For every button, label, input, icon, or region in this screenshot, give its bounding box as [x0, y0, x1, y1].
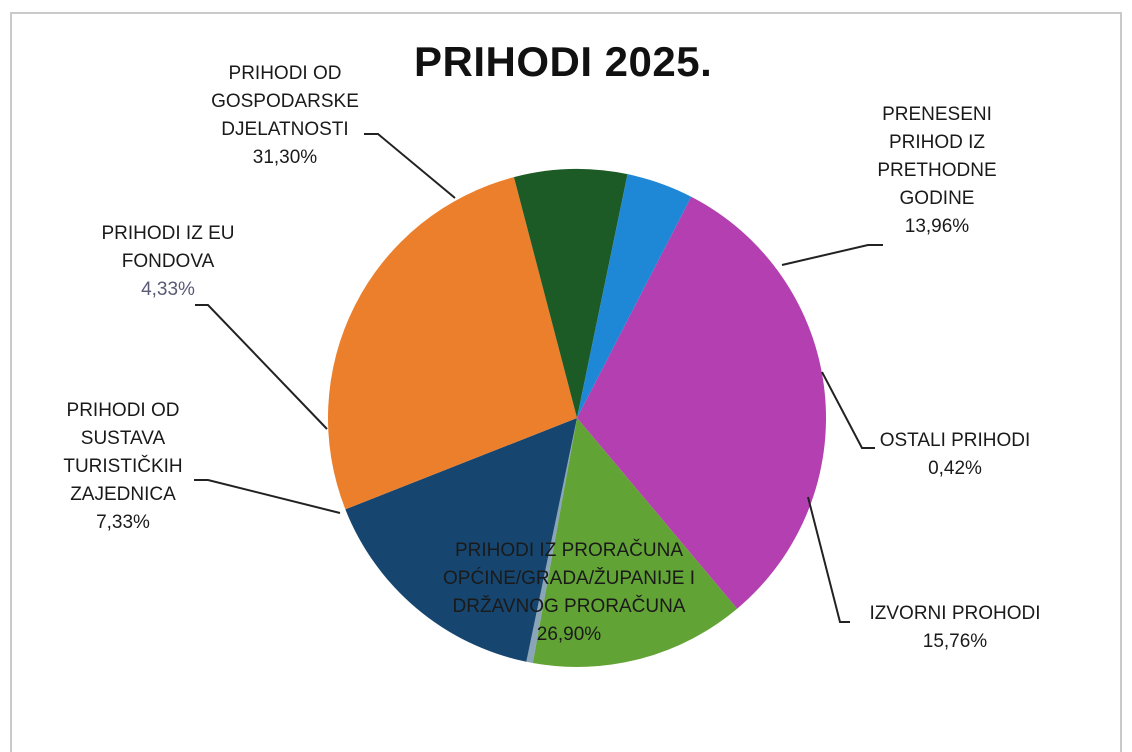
slice-label: IZVORNI PROHODI 15,76%: [795, 600, 1115, 656]
slice-name-line: PRIHODI OD: [66, 400, 180, 421]
slice-percent: 4,33%: [141, 279, 195, 300]
leader-line: [807, 496, 850, 623]
slice-name-line: PRIHODI IZ EU: [101, 223, 235, 244]
slice-name-line: ZAJEDNICA: [70, 484, 176, 505]
slice-name-line: DJELATNOSTI: [221, 119, 349, 140]
leader-line: [821, 371, 875, 449]
slice-name-line: PRETHODNE: [877, 160, 997, 181]
slice-percent: 15,76%: [922, 631, 988, 652]
slice-name-line: PRIHODI OD: [228, 63, 342, 84]
slice-name-line: IZVORNI PROHODI: [869, 603, 1041, 624]
slice-percent: 26,90%: [536, 624, 602, 645]
chart-title: PRIHODI 2025.: [414, 38, 713, 85]
leader-line: [364, 133, 456, 199]
slice-percent: 0,42%: [928, 458, 982, 479]
pie-slice: [327, 177, 577, 510]
slice-label: PRIHODI IZ EU FONDOVA 4,33%: [8, 220, 328, 304]
slice-name-line: PRIHODI IZ PRORAČUNA: [454, 540, 684, 561]
slice-name-line: TURISTIČKIH: [63, 456, 183, 477]
slice-label: OSTALI PRIHODI 0,42%: [795, 427, 1115, 483]
pie-slice: [526, 418, 577, 664]
slice-name-line: GOSPODARSKE: [211, 91, 359, 112]
slice-name-line: GODINE: [899, 188, 975, 209]
slice-percent: 31,30%: [252, 147, 318, 168]
pie-slice: [577, 174, 692, 418]
slice-percent: 7,33%: [96, 512, 150, 533]
pie-slice: [513, 168, 628, 418]
slice-label: PRIHODI OD GOSPODARSKE DJELATNOSTI 31,30%: [125, 60, 445, 172]
slice-name-line: PRIHOD IZ: [888, 132, 986, 153]
slice-name-line: SUSTAVA: [80, 428, 166, 449]
slice-name-line: PRENESENI: [882, 104, 992, 125]
slice-label: PRENESENI PRIHOD IZ PRETHODNE GODINE 13,96%: [777, 101, 1097, 241]
slice-percent: 13,96%: [904, 216, 970, 237]
slice-label: PRIHODI IZ PRORAČUNA OPĆINE/GRADA/ŽUPANIJ…: [409, 537, 729, 649]
slice-name-line: DRŽAVNOG PRORAČUNA: [452, 596, 686, 617]
leader-line: [194, 479, 341, 514]
pie-slice: [345, 418, 577, 662]
chart-frame: [10, 12, 1122, 752]
slice-name-line: OPĆINE/GRADA/ŽUPANIJE I: [443, 568, 695, 589]
slice-label: PRIHODI OD SUSTAVA TURISTIČKIH ZAJEDNICA 7,3…: [0, 397, 283, 537]
slice-name-line: OSTALI PRIHODI: [879, 430, 1031, 451]
leader-line: [195, 304, 328, 430]
leader-line: [781, 244, 883, 266]
pie-slice: [577, 196, 827, 609]
slice-name-line: FONDOVA: [121, 251, 215, 272]
pie-slice: [532, 418, 738, 668]
